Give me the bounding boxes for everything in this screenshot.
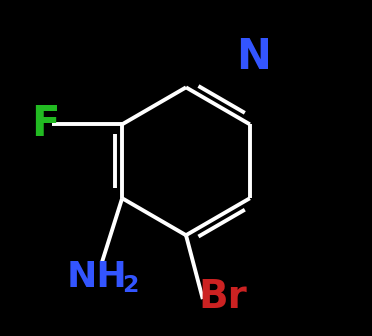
Text: Br: Br bbox=[199, 278, 247, 317]
Text: F: F bbox=[31, 103, 59, 145]
Text: NH: NH bbox=[67, 260, 127, 294]
Text: 2: 2 bbox=[122, 274, 139, 297]
Text: N: N bbox=[236, 36, 271, 78]
